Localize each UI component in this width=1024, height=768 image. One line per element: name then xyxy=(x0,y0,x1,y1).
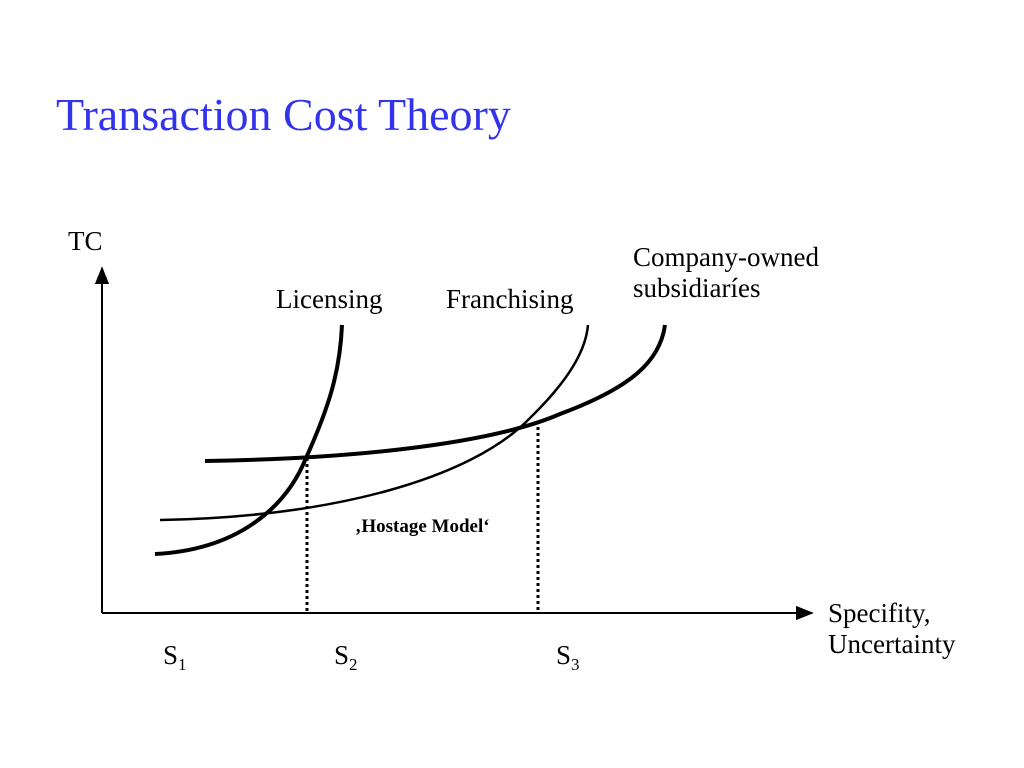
threshold-s1-label: S1 xyxy=(163,640,187,675)
threshold-s3-label: S3 xyxy=(556,640,580,675)
franchising-curve xyxy=(159,324,590,522)
licensing-curve xyxy=(154,324,344,556)
threshold-s2-sub: 2 xyxy=(349,655,358,674)
page-title: Transaction Cost Theory xyxy=(56,89,511,140)
threshold-s3-base: S xyxy=(556,640,572,670)
threshold-s2-base: S xyxy=(334,640,350,670)
company-owned-label: Company-owned subsidiaríes xyxy=(633,242,819,304)
x-axis-label-line1: Specifity, xyxy=(828,598,931,628)
licensing-label: Licensing xyxy=(276,284,383,314)
franchising-label: Franchising xyxy=(446,284,574,314)
x-axis-label: Specifity, Uncertainty xyxy=(828,598,955,660)
company-owned-curve xyxy=(204,324,667,463)
hostage-model-annotation: ‚Hostage Model‘ xyxy=(355,516,490,537)
y-axis-label: TC xyxy=(68,226,103,256)
threshold-s1-sub: 1 xyxy=(178,655,187,674)
company-owned-label-line2: subsidiaríes xyxy=(633,273,761,304)
threshold-s2-label: S2 xyxy=(334,640,358,675)
threshold-s1-base: S xyxy=(163,640,179,670)
company-owned-label-line1: Company-owned xyxy=(633,242,819,272)
x-axis-label-line2: Uncertainty xyxy=(828,629,956,660)
threshold-s3-sub: 3 xyxy=(571,655,580,674)
